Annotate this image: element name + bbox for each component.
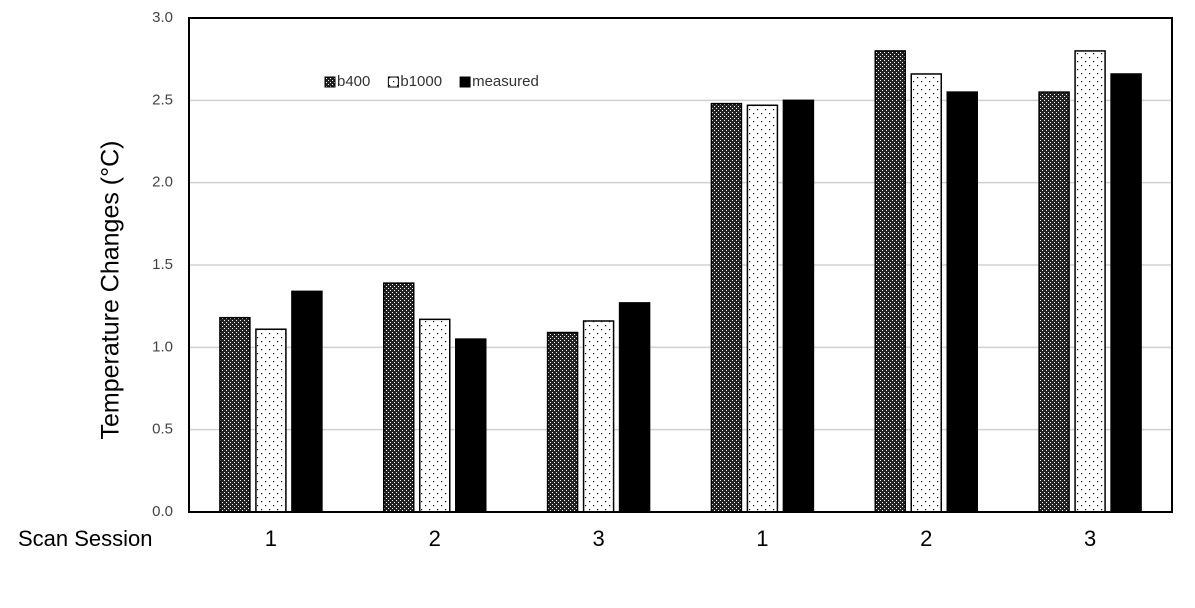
bar [546, 331, 579, 513]
bar [291, 290, 323, 513]
x-axis-title: Scan Session [18, 526, 153, 551]
legend-label: b1000 [400, 73, 442, 90]
x-tick-label: 2 [920, 526, 932, 551]
bar [219, 316, 251, 513]
x-tick-label: 3 [592, 526, 604, 551]
y-tick-label: 2.0 [152, 174, 173, 191]
plot-frame [188, 17, 1173, 513]
bar [910, 73, 942, 513]
bar [1074, 50, 1106, 513]
legend-label: measured [472, 73, 539, 90]
bar [419, 318, 451, 513]
bar [582, 320, 615, 513]
y-tick-label: 0.0 [152, 503, 173, 520]
bar [782, 99, 815, 513]
y-axis-title: Temperature Changes (°C) [97, 140, 125, 439]
legend-label: b400 [337, 73, 370, 90]
legend-swatch [387, 76, 399, 88]
bar [618, 302, 651, 513]
bar [255, 328, 287, 513]
bar [1038, 91, 1070, 513]
bar [710, 102, 743, 513]
y-tick-label: 1.5 [152, 256, 173, 273]
bar [946, 91, 978, 513]
y-tick-label: 0.5 [152, 421, 173, 438]
y-tick-label: 3.0 [152, 9, 173, 26]
y-tick-label: 1.0 [152, 338, 173, 355]
x-tick-label: 3 [1084, 526, 1096, 551]
bar [455, 338, 487, 513]
bar [746, 104, 779, 513]
bar [1110, 73, 1142, 513]
x-tick-label: 1 [265, 526, 277, 551]
y-tick-label: 2.5 [152, 91, 173, 108]
x-tick-label: 2 [429, 526, 441, 551]
bar [874, 50, 906, 513]
bar [383, 282, 415, 513]
legend-swatch [324, 76, 336, 88]
x-tick-label: 1 [756, 526, 768, 551]
legend-swatch [459, 76, 471, 88]
